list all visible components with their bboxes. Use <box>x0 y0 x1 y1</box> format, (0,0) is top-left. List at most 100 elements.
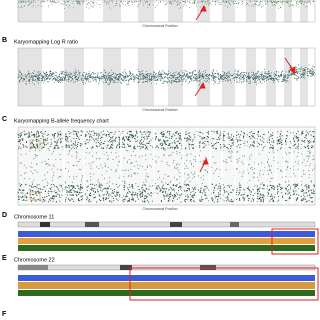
dot <box>313 140 315 142</box>
dot <box>213 191 215 194</box>
dot <box>258 74 260 76</box>
dot <box>25 195 27 197</box>
dot <box>164 73 166 75</box>
dot <box>90 77 92 78</box>
dot <box>68 187 70 189</box>
dot <box>129 70 131 72</box>
dot <box>137 77 138 79</box>
dot <box>208 133 210 135</box>
dot <box>204 188 206 190</box>
dot <box>105 80 107 82</box>
dot <box>64 79 66 81</box>
dot <box>108 84 110 86</box>
dot <box>200 189 202 191</box>
dot <box>161 144 163 146</box>
dot <box>43 133 45 135</box>
dot <box>298 71 300 73</box>
dot <box>72 146 74 148</box>
dot <box>37 5 39 6</box>
dot <box>212 199 214 201</box>
dot <box>40 199 42 201</box>
dot <box>62 4 64 6</box>
dot <box>226 147 228 149</box>
dot <box>27 74 29 76</box>
dot <box>96 145 98 147</box>
dot <box>272 185 275 187</box>
dot <box>247 172 250 174</box>
track-green <box>18 290 315 296</box>
dot <box>56 191 58 193</box>
dot <box>60 3 62 5</box>
dot <box>77 200 80 202</box>
dot <box>70 148 72 150</box>
dot <box>231 200 234 202</box>
dot <box>286 75 288 77</box>
dot <box>160 0 162 2</box>
dot <box>21 0 23 2</box>
dot <box>273 196 275 198</box>
dot <box>169 145 171 147</box>
dot <box>91 162 93 164</box>
dot <box>235 1 236 2</box>
dot <box>117 81 119 83</box>
dot <box>310 189 312 191</box>
dot <box>306 200 308 202</box>
dot <box>297 163 299 165</box>
dot <box>80 3 81 5</box>
band <box>292 0 300 22</box>
panel-letter: E <box>2 255 7 262</box>
dot <box>50 186 52 188</box>
dot <box>280 186 282 188</box>
dot <box>102 75 104 77</box>
band <box>284 0 292 22</box>
dot <box>213 76 215 78</box>
dot <box>110 131 112 134</box>
dot <box>40 188 42 191</box>
dot <box>306 6 308 7</box>
dot <box>207 1 209 3</box>
track-orange <box>18 238 315 244</box>
dot <box>147 81 149 83</box>
dot <box>201 182 203 184</box>
dot <box>216 130 218 132</box>
dot <box>241 1 243 3</box>
dot <box>302 197 304 199</box>
dot <box>130 154 132 157</box>
dot <box>108 75 110 77</box>
dot <box>184 2 186 3</box>
dot <box>295 147 297 149</box>
dot <box>26 133 28 135</box>
dot <box>128 81 130 83</box>
dot <box>269 76 271 77</box>
dot <box>22 143 24 146</box>
dot <box>167 73 169 75</box>
dot <box>311 73 312 75</box>
dot <box>290 73 292 75</box>
dot <box>267 79 269 81</box>
dot <box>235 194 237 196</box>
dot <box>155 137 157 139</box>
dot <box>219 169 221 171</box>
dot <box>172 198 174 200</box>
dot <box>169 2 171 4</box>
dot <box>269 139 271 141</box>
dot <box>128 146 130 148</box>
dot <box>36 184 38 186</box>
dot <box>56 141 58 143</box>
plot-frame <box>17 0 316 23</box>
dot <box>247 75 249 77</box>
dot <box>109 78 111 80</box>
dot <box>224 145 226 147</box>
dot <box>254 80 256 81</box>
dot <box>282 70 284 72</box>
dot <box>221 0 223 2</box>
dot <box>275 73 277 75</box>
dot <box>229 3 231 5</box>
band <box>103 0 121 22</box>
dot <box>111 131 113 134</box>
dot <box>176 178 178 180</box>
dot <box>253 5 255 7</box>
dot <box>104 71 106 73</box>
dot <box>96 74 98 76</box>
dot <box>193 76 195 78</box>
